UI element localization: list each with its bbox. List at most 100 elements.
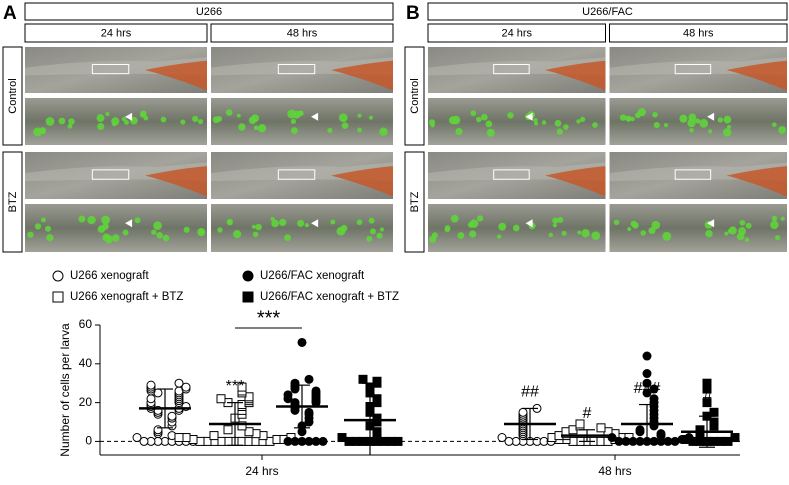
cell-dot: [151, 229, 157, 235]
row-box: [404, 46, 425, 146]
yolk: [331, 60, 393, 91]
cell-dot: [40, 129, 46, 135]
arrowhead: [125, 112, 133, 121]
cell-dot: [541, 120, 547, 125]
column-box: [427, 23, 606, 43]
cell-dot: [376, 232, 383, 239]
cell-dot: [679, 114, 688, 123]
cell-dot: [111, 117, 120, 126]
row-label: Control: [7, 78, 19, 113]
cell-dot: [496, 234, 502, 239]
cell-dot: [297, 219, 305, 227]
cell-dot: [470, 110, 477, 117]
cell-dot: [183, 226, 190, 233]
cell-dot: [271, 219, 279, 228]
cell-dot: [592, 122, 598, 128]
roi-box: [91, 169, 130, 180]
cell-dot: [122, 229, 129, 236]
cell-dot: [33, 127, 43, 137]
data-point: [614, 436, 624, 446]
cell-dot: [635, 112, 641, 119]
cell-dot: [101, 215, 111, 225]
cell-dot: [252, 231, 259, 238]
overview-image: [609, 47, 787, 93]
cell-dot: [40, 217, 46, 223]
cell-dot: [723, 115, 732, 124]
cell-dot: [330, 219, 336, 225]
cell-dot: [105, 111, 110, 117]
data-point: [146, 380, 156, 390]
yolk: [545, 60, 606, 91]
data-point: [372, 394, 382, 404]
data-point: [283, 436, 293, 446]
cell-dot: [775, 235, 781, 241]
row-label: Control: [409, 78, 421, 113]
roi-box: [674, 169, 712, 180]
data-point: [283, 390, 293, 400]
cell-dot: [722, 128, 732, 137]
row-label: BTZ: [7, 191, 19, 212]
cell-dot: [469, 230, 477, 238]
cell-dot: [630, 116, 635, 122]
cell-dot: [45, 117, 55, 126]
cell-dot: [257, 124, 267, 133]
cell-dot: [251, 224, 256, 229]
cell-dot: [533, 121, 539, 126]
legend-marker: [242, 270, 254, 282]
cell-dot: [97, 122, 105, 131]
roi-box: [277, 169, 316, 180]
column-box: [210, 23, 394, 43]
roi-box: [493, 63, 530, 75]
data-point: [223, 425, 233, 435]
mean-sd: [504, 407, 556, 441]
cell-dot: [217, 227, 223, 233]
data-point: [304, 407, 314, 417]
cell-dot: [627, 227, 632, 232]
column-label: 24 hrs: [101, 27, 132, 39]
row-box: [2, 151, 23, 253]
arrowhead: [707, 219, 715, 228]
data-point: [244, 427, 254, 437]
cell-dot: [579, 116, 586, 123]
data-point: [146, 394, 156, 404]
significance-label: ***: [257, 307, 281, 329]
mean-sd: [344, 382, 396, 455]
legend-marker: [52, 270, 64, 282]
column-box: [24, 23, 208, 43]
data-point: [649, 394, 659, 404]
cell-dot: [180, 119, 186, 125]
cell-dot: [552, 223, 557, 228]
yolk: [145, 166, 207, 197]
cell-dot: [640, 230, 646, 236]
cell-dot: [67, 123, 73, 129]
data-point: [358, 374, 368, 384]
cell-dot: [143, 115, 149, 121]
significance-label: #: [703, 391, 712, 408]
cell-dot: [368, 115, 374, 120]
arrowhead: [525, 112, 533, 121]
data-point: [393, 436, 403, 446]
arrowhead: [125, 219, 133, 228]
data-point: [702, 398, 712, 408]
cell-dot: [451, 115, 461, 125]
cell-dot: [563, 124, 569, 130]
overview-image: [428, 47, 606, 93]
column-box: [609, 23, 788, 43]
cell-dot: [557, 216, 564, 223]
cell-dot: [581, 229, 590, 238]
yolk: [145, 60, 207, 91]
data-point: [318, 436, 328, 446]
zoom-image: [428, 204, 606, 252]
cell-dot: [356, 219, 363, 226]
cell-dot: [336, 226, 346, 236]
cell-dot: [485, 120, 493, 128]
cell-dot: [486, 128, 495, 137]
cell-dot: [197, 118, 204, 125]
cell-dot: [297, 110, 303, 117]
cell-dot: [102, 233, 111, 242]
cell-dot: [227, 220, 233, 226]
data-point: [497, 433, 507, 443]
data-point: [730, 433, 740, 443]
cell-dot: [653, 122, 660, 129]
